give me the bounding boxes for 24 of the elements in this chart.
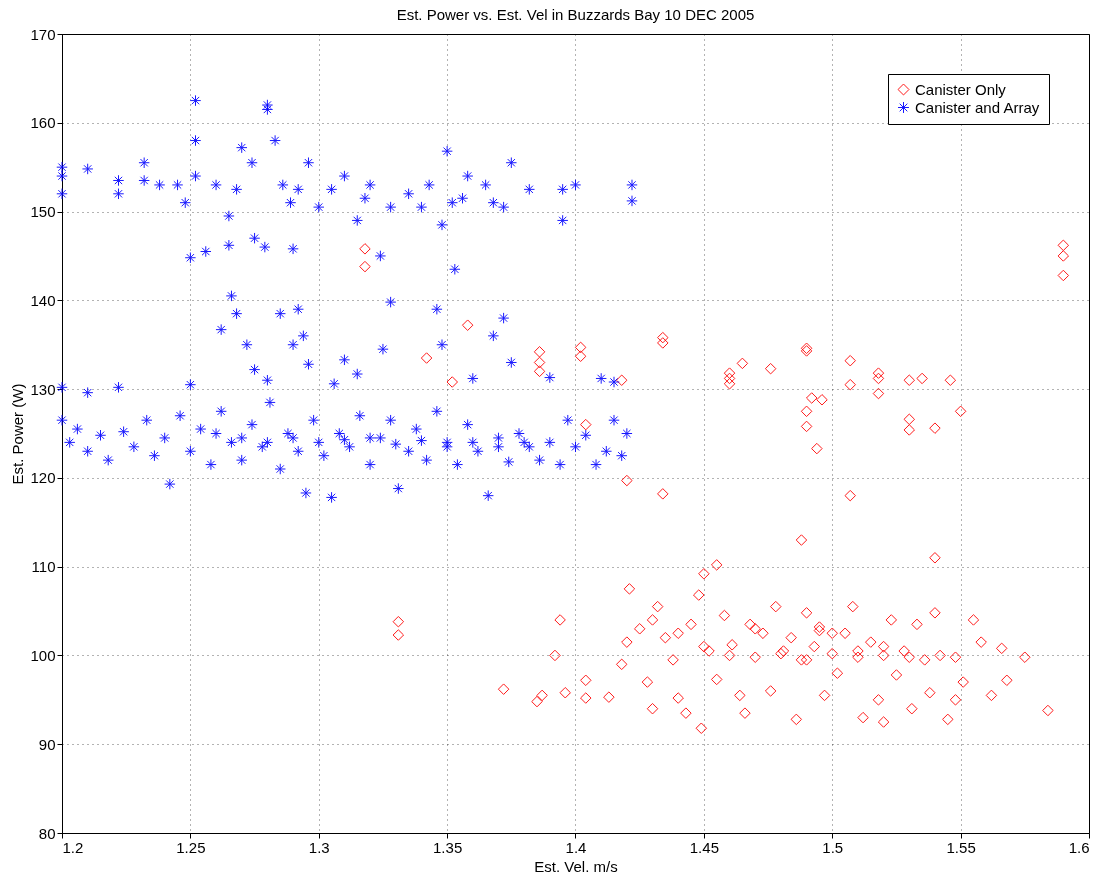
- y-tick-label: 80: [38, 824, 56, 842]
- y-tick-label: 110: [31, 558, 56, 576]
- y-tick-label: 130: [30, 380, 56, 398]
- x-tick-label: 1.25: [176, 838, 206, 856]
- x-tick-label: 1.2: [62, 838, 84, 856]
- y-tick-label: 140: [30, 291, 56, 309]
- y-tick-label: 160: [30, 114, 56, 132]
- y-tick-label: 170: [30, 25, 56, 43]
- x-tick-label: 1.3: [308, 838, 330, 856]
- y-axis-title: Est. Power (W): [9, 383, 27, 485]
- x-tick-label: 1.4: [565, 838, 587, 856]
- y-tick-label: 100: [30, 646, 56, 664]
- y-tick-label: 90: [38, 735, 56, 753]
- x-tick-label: 1.5: [822, 838, 844, 856]
- y-tick-label: 150: [30, 203, 56, 221]
- legend-label: Canister and Array: [915, 98, 1040, 116]
- x-axis-title: Est. Vel. m/s: [534, 857, 618, 875]
- x-tick-label: 1.6: [1068, 838, 1090, 856]
- x-tick-label: 1.55: [946, 838, 976, 856]
- y-tick-label: 120: [30, 469, 56, 487]
- x-tick-label: 1.45: [689, 838, 719, 856]
- x-tick-label: 1.35: [433, 838, 463, 856]
- chart-title: Est. Power vs. Est. Vel in Buzzards Bay 10 DEC 2005: [396, 6, 755, 23]
- legend-label: Canister Only: [915, 80, 1007, 98]
